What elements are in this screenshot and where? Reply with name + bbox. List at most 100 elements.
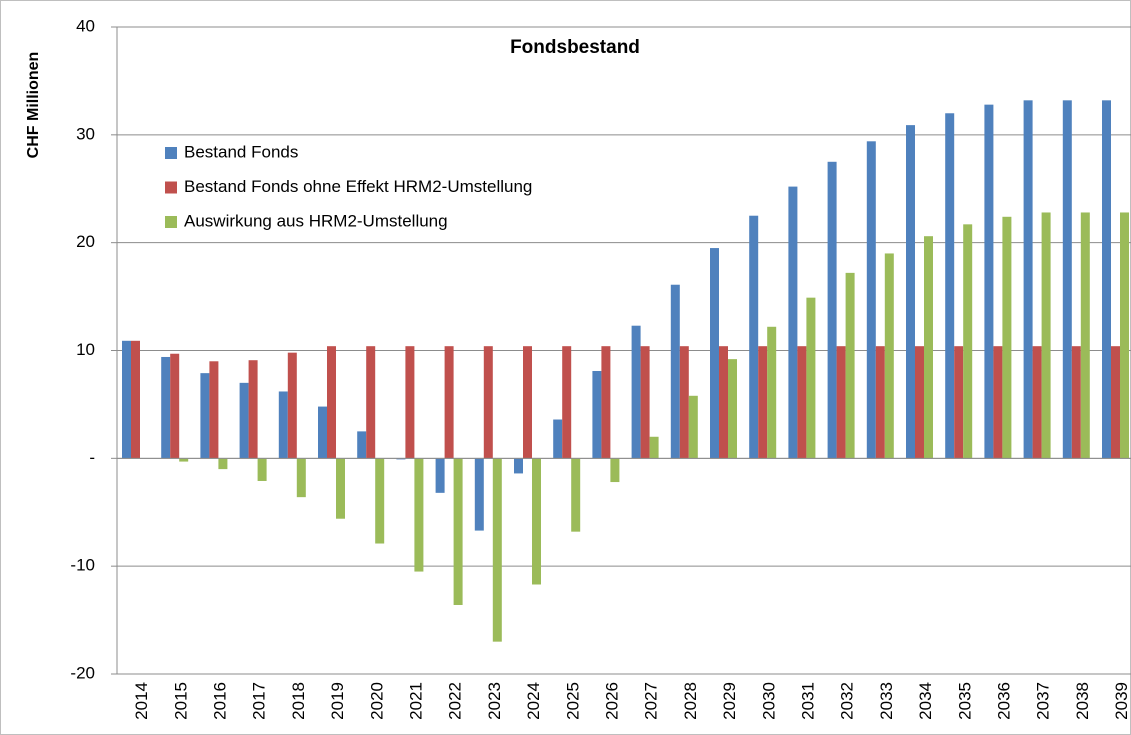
bar [553, 419, 563, 459]
bar [915, 346, 924, 459]
bar [806, 297, 816, 459]
x-tick-label: 2023 [485, 682, 504, 720]
bar [845, 272, 855, 459]
y-tick-label: 20 [76, 232, 95, 251]
bar [767, 326, 777, 459]
x-tick-label: 2039 [1112, 682, 1131, 720]
bar [592, 370, 602, 459]
x-tick-label: 2017 [250, 682, 269, 720]
bar [670, 284, 680, 459]
x-tick-label: 2034 [916, 682, 935, 720]
x-tick-label: 2028 [681, 682, 700, 720]
x-tick-label: 2029 [720, 682, 739, 720]
bar [679, 346, 689, 459]
x-tick-label: 2035 [955, 682, 974, 720]
bar [375, 458, 385, 544]
bar [474, 458, 484, 531]
bar [1023, 100, 1033, 459]
legend-label: Bestand Fonds [184, 142, 298, 161]
bar [122, 340, 131, 459]
bar [875, 346, 885, 459]
bar [728, 359, 737, 459]
bar [1102, 100, 1111, 459]
bar [954, 346, 964, 459]
x-tick-label: 2015 [171, 682, 190, 720]
x-tick-label: 2021 [406, 682, 425, 720]
bar [906, 125, 915, 459]
chart-title: Fondsbestand [510, 37, 640, 58]
y-tick-label: -20 [70, 663, 95, 682]
x-tick-label: 2019 [328, 682, 347, 720]
bar [257, 458, 267, 481]
y-tick-label: -10 [70, 556, 95, 575]
bar [444, 346, 454, 459]
bar [610, 458, 620, 483]
bar [749, 215, 759, 459]
bar [414, 458, 424, 572]
bar [984, 104, 994, 459]
x-tick-label: 2030 [759, 682, 778, 720]
bar [248, 360, 258, 459]
bar [318, 406, 327, 459]
bar [884, 253, 894, 459]
bar [200, 373, 210, 459]
bar [866, 141, 876, 459]
x-tick-label: 2020 [367, 682, 386, 720]
x-tick-label: 2033 [877, 682, 896, 720]
x-tick-label: 2014 [132, 682, 151, 720]
x-tick-label: 2018 [289, 682, 308, 720]
bar [405, 346, 415, 459]
y-tick-label: 40 [76, 16, 95, 35]
x-tick-label: 2022 [446, 682, 465, 720]
bar [453, 458, 463, 605]
bar [435, 458, 445, 493]
y-tick-label: 10 [76, 340, 95, 359]
bar [1071, 346, 1081, 459]
x-tick-label: 2031 [798, 682, 817, 720]
bar [963, 224, 973, 459]
bar [1032, 346, 1042, 459]
legend-label: Bestand Fonds ohne Effekt HRM2-Umstellun… [184, 177, 532, 196]
x-tick-label: 2036 [994, 682, 1013, 720]
bar [719, 346, 728, 459]
bars [122, 100, 1129, 642]
bar [179, 458, 189, 462]
bar [1002, 216, 1012, 459]
bar [1080, 212, 1090, 459]
bar [797, 346, 807, 459]
bar [1062, 100, 1072, 459]
bar [396, 458, 406, 460]
bar [827, 161, 837, 459]
bar [945, 113, 955, 459]
bar [327, 346, 336, 459]
bar [1120, 212, 1129, 459]
bar [492, 458, 502, 642]
x-tick-label: 2037 [1034, 682, 1053, 720]
bar [688, 395, 698, 459]
bar [1111, 346, 1120, 459]
bar [161, 356, 171, 459]
bar [532, 458, 541, 585]
bar [131, 340, 140, 459]
bar [571, 458, 581, 532]
bar [336, 458, 345, 519]
bar [287, 352, 297, 459]
bar [649, 436, 659, 459]
x-tick-label: 2024 [524, 682, 543, 720]
bar [296, 458, 306, 498]
bar [357, 431, 367, 459]
bar [170, 353, 180, 459]
bar [278, 391, 288, 459]
bar [836, 346, 846, 459]
legend-swatch [165, 216, 177, 228]
bar [239, 382, 249, 459]
bar [601, 346, 611, 459]
bar [523, 346, 532, 459]
bar [788, 186, 798, 459]
bar [710, 248, 719, 459]
bar [1041, 212, 1051, 459]
bar [366, 346, 376, 459]
y-tick-label: - [89, 448, 95, 467]
